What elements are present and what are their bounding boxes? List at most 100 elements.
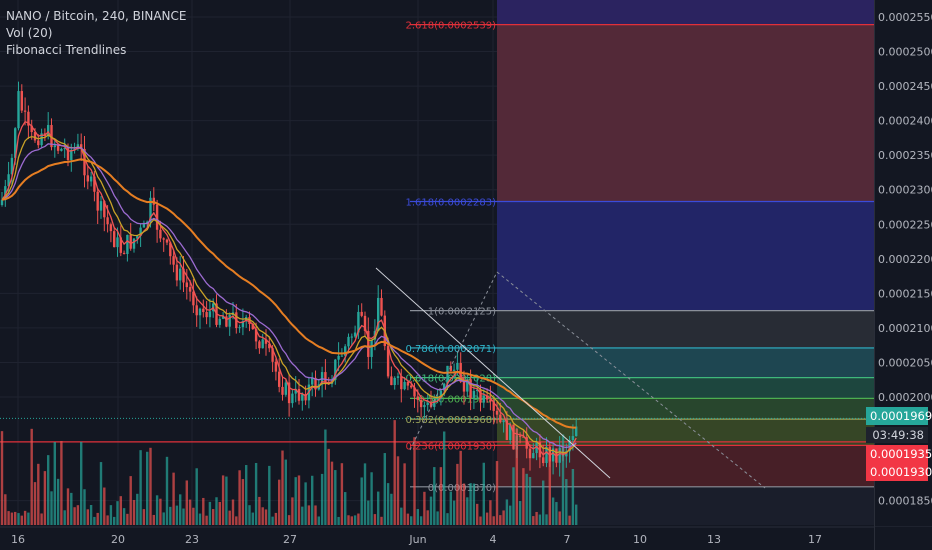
candle-body (60, 148, 63, 151)
volume-indicator-label[interactable]: Vol (20) (6, 26, 53, 40)
volume-bar (142, 509, 146, 525)
volume-bar (37, 463, 40, 525)
candle-body (522, 436, 525, 438)
candle-body (56, 145, 60, 151)
candle-body (314, 377, 317, 390)
volume-bar (248, 505, 251, 525)
volume-bar (357, 513, 360, 525)
volume-bar (208, 501, 212, 525)
volume-bar (518, 501, 522, 525)
candle-body (291, 393, 294, 404)
candle-body (479, 389, 482, 403)
volume-bar (264, 509, 268, 525)
volume-bar (165, 456, 169, 525)
candle-body (27, 111, 30, 126)
volume-bar (291, 497, 294, 525)
candle-body (426, 402, 429, 406)
candle-body (7, 174, 10, 187)
candle-body (294, 388, 297, 394)
volume-bar (400, 507, 403, 525)
candle-body (350, 336, 353, 338)
time-tick-label: 17 (808, 533, 822, 546)
candle-body (380, 297, 383, 316)
volume-bar (433, 467, 436, 525)
fib-band (497, 377, 874, 399)
candle-body (462, 381, 466, 392)
volume-bar (373, 514, 377, 525)
volume-bar (159, 498, 162, 525)
volume-bar (83, 489, 86, 525)
volume-bar (532, 516, 535, 525)
candle-body (370, 339, 373, 357)
volume-bar (390, 493, 393, 525)
volume-bar (116, 501, 119, 525)
candle-body (400, 376, 403, 390)
fib-level-label: 0(0.0001870) (428, 483, 496, 494)
volume-bar (439, 467, 443, 525)
candle-body (241, 321, 245, 328)
volume-bar (485, 512, 489, 525)
moving-average-line (1, 120, 577, 458)
candle-body (311, 377, 314, 385)
candle-body (377, 297, 380, 332)
volume-bar (238, 470, 241, 525)
volume-bar (139, 450, 142, 525)
volume-bar (492, 516, 495, 525)
volume-bar (63, 510, 66, 525)
volume-bar (334, 470, 337, 525)
fib-band (497, 398, 874, 420)
volume-bar (155, 495, 159, 525)
volume-bar (198, 513, 202, 525)
volume-bar (284, 459, 287, 525)
fib-indicator-label[interactable]: Fibonacci Trendlines (6, 43, 127, 57)
candle-body (528, 448, 532, 459)
volume-bar (297, 475, 301, 525)
volume-bar (548, 448, 551, 525)
candle-body (571, 436, 575, 441)
volume-bar (23, 510, 27, 525)
volume-bar (86, 509, 89, 525)
price-axis[interactable] (874, 0, 932, 550)
volume-bar (122, 508, 126, 525)
time-tick-label: 23 (185, 533, 199, 546)
volume-bar (571, 468, 575, 525)
fib-band (497, 24, 874, 202)
volume-bar (268, 465, 271, 525)
volume-bar (509, 505, 512, 525)
volume-bar (360, 477, 363, 525)
volume-bar (459, 450, 462, 525)
candle-body (386, 346, 390, 377)
candle-body (324, 372, 327, 384)
volume-bar (287, 515, 291, 525)
volume-bar (0, 431, 4, 525)
volume-bar (380, 516, 383, 525)
volume-bar (126, 513, 129, 525)
candle-body (502, 420, 505, 423)
volume-bar (347, 515, 350, 525)
volume-bar (185, 480, 188, 525)
volume-bar (429, 496, 433, 525)
candle-body (70, 149, 73, 161)
volume-bar (545, 514, 548, 525)
candle-body (264, 339, 268, 344)
volume-bar (149, 447, 152, 525)
candle-body (228, 314, 231, 327)
bar-countdown: 03:49:38 (866, 427, 928, 443)
volume-bar (53, 442, 56, 525)
volume-bar (113, 516, 116, 525)
candle-body (96, 191, 99, 211)
volume-bar (423, 491, 426, 525)
volume-bar (182, 508, 185, 525)
volume-bar (192, 507, 195, 525)
volume-bar (50, 491, 53, 525)
candle-body (30, 125, 33, 133)
symbol-title[interactable]: NANO / Bitcoin, 240, BINANCE (6, 9, 187, 23)
candle-body (485, 395, 489, 400)
volume-bar (60, 441, 63, 525)
fib-level-label: 1(0.0002125) (428, 307, 496, 318)
candle-body (132, 238, 136, 249)
volume-bar (502, 510, 505, 525)
volume-bar (386, 483, 390, 525)
volume-bar (152, 514, 155, 525)
